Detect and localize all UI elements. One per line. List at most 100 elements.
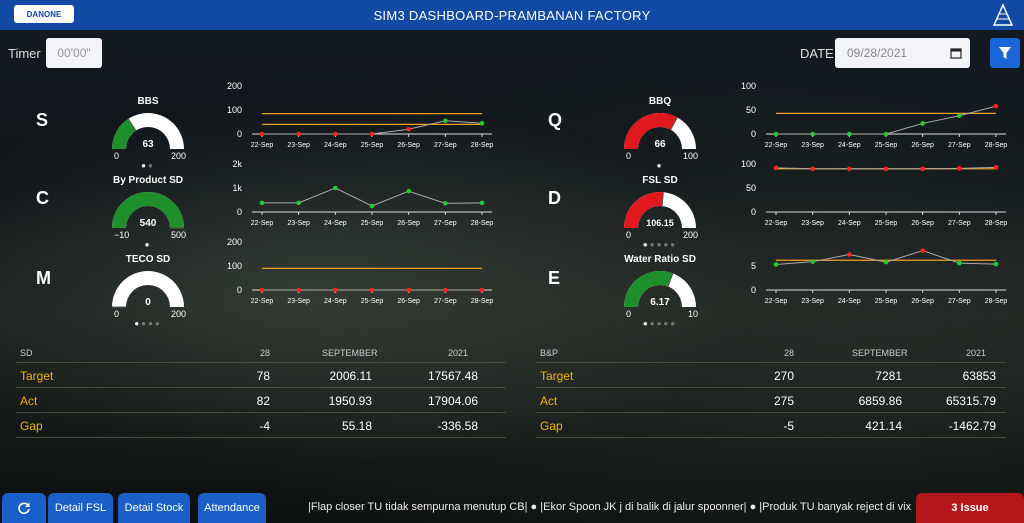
gauge-arc: 106.15 [624, 192, 696, 228]
data-point[interactable] [993, 103, 999, 109]
x-tick-label: 28-Sep [985, 298, 1008, 305]
x-tick-label: 25-Sep [361, 142, 384, 149]
page-dots[interactable]: ●●●●● [642, 240, 678, 249]
data-point[interactable] [847, 131, 852, 137]
data-point[interactable] [259, 131, 265, 137]
data-point[interactable] [296, 131, 301, 137]
page-dots[interactable]: ●●●● [134, 319, 162, 328]
kpi-gauge[interactable]: BBS 63 0 200 ●● [108, 96, 188, 171]
data-point[interactable] [810, 166, 815, 172]
data-point[interactable] [369, 131, 375, 137]
kpi-letter: M [36, 268, 51, 288]
page-dots[interactable]: ●● [141, 161, 155, 170]
gauge-arc: 6.17 [624, 271, 696, 308]
series-line [262, 187, 483, 207]
y-tick-label: 2k [232, 160, 242, 169]
kpi-gauge[interactable]: Water Ratio SD 6.17 0 10 ●●●●● [620, 254, 700, 329]
x-tick-label: 23-Sep [801, 220, 824, 227]
trend-chart: 0 50 100 22-Sep 23-Sep 24-Sep 25-Sep 26-Sep 27-S… [741, 160, 1007, 227]
funnel-icon [999, 47, 1011, 59]
page-dots[interactable]: ● [656, 161, 664, 170]
data-point[interactable] [296, 200, 301, 206]
gauge-max: 200 [682, 230, 698, 240]
x-tick-label: 27-Sep [948, 142, 971, 149]
table-row: Target 78 2006.11 17567.48 [16, 363, 506, 388]
x-tick-label: 25-Sep [361, 298, 384, 305]
data-point[interactable] [443, 287, 448, 293]
gauge-arc: 540 [112, 192, 184, 229]
kpi-gauge[interactable]: FSL SD 106.15 0 200 ●●●●● [620, 175, 700, 250]
data-point[interactable] [847, 252, 852, 257]
timer-field[interactable]: 00'00" [46, 38, 102, 68]
attendance-button[interactable]: Attendance [198, 493, 266, 523]
data-point[interactable] [957, 113, 962, 119]
data-point[interactable] [259, 200, 265, 206]
y-tick-label: 100 [227, 261, 242, 271]
detail-stock-button[interactable]: Detail Stock [118, 493, 190, 523]
refresh-button[interactable] [2, 493, 46, 523]
data-point[interactable] [773, 165, 779, 171]
top-bar: DANONE SIM3 DASHBOARD-PRAMBANAN FACTORY [0, 0, 1024, 30]
gauge-max: 100 [682, 151, 698, 161]
gauge-max: 10 [687, 309, 698, 319]
data-point[interactable] [443, 118, 448, 124]
issue-button[interactable]: 3 Issue [916, 493, 1024, 523]
data-point[interactable] [920, 248, 925, 253]
data-point[interactable] [369, 203, 375, 209]
data-point[interactable] [847, 166, 852, 172]
data-point[interactable] [957, 166, 962, 171]
kpi-gauge[interactable]: BBQ 66 0 100 ● [620, 96, 700, 171]
data-point[interactable] [993, 261, 999, 267]
data-point[interactable] [333, 131, 338, 137]
row-label: Act [540, 394, 558, 408]
data-point[interactable] [333, 185, 338, 191]
data-point[interactable] [479, 287, 485, 293]
data-point[interactable] [259, 287, 265, 293]
data-point[interactable] [810, 131, 815, 137]
x-tick-label: 24-Sep [324, 298, 347, 305]
data-point[interactable] [296, 287, 301, 293]
data-point[interactable] [443, 201, 448, 206]
kpi-gauge[interactable]: By Product SD 540 −10 500 ● [108, 175, 188, 250]
x-tick-label: 25-Sep [875, 220, 898, 227]
date-picker[interactable]: 09/28/2021 [835, 38, 970, 68]
data-point[interactable] [810, 259, 815, 264]
date-label: DATE [800, 46, 834, 61]
x-tick-label: 23-Sep [287, 142, 310, 149]
issue-ticker: |Flap closer TU tidak sempurna menutup C… [308, 501, 912, 513]
x-tick-label: 22-Sep [765, 298, 788, 305]
x-tick-label: 22-Sep [251, 298, 274, 305]
data-point[interactable] [406, 287, 411, 293]
page-dots[interactable]: ● [144, 240, 152, 249]
data-point[interactable] [773, 262, 779, 267]
data-point[interactable] [479, 200, 485, 206]
data-point[interactable] [406, 126, 411, 132]
table-row: Target 270 7281 63853 [536, 363, 1006, 388]
data-point[interactable] [920, 121, 925, 126]
calendar-icon[interactable] [950, 47, 962, 59]
data-point[interactable] [883, 166, 889, 172]
row-month-value: 55.18 [341, 419, 372, 433]
kpi-gauge[interactable]: TECO SD 0 0 200 ●●●● [108, 254, 188, 329]
row-label: Act [20, 394, 38, 408]
x-tick-label: 27-Sep [434, 142, 457, 149]
data-point[interactable] [333, 287, 338, 293]
data-point[interactable] [957, 260, 962, 266]
data-point[interactable] [369, 287, 375, 293]
data-point[interactable] [920, 166, 925, 172]
gauge-value: 6.17 [650, 297, 670, 308]
gauge-arc: 66 [624, 113, 696, 150]
row-month-value: 421.14 [865, 419, 902, 433]
data-point[interactable] [883, 259, 889, 265]
data-point[interactable] [479, 120, 485, 126]
filter-button[interactable] [990, 38, 1020, 68]
data-point[interactable] [883, 131, 889, 137]
gauge-min: 0 [626, 309, 632, 319]
detail-fsl-button[interactable]: Detail FSL [48, 493, 113, 523]
x-tick-label: 22-Sep [251, 142, 274, 149]
data-point[interactable] [406, 188, 411, 194]
data-point[interactable] [773, 131, 779, 137]
page-dots[interactable]: ●●●●● [642, 319, 678, 328]
trend-chart: 0 100 200 22-Sep 23-Sep 24-Sep 25-Sep 26-Sep 27-… [227, 238, 493, 305]
data-point[interactable] [993, 165, 999, 170]
